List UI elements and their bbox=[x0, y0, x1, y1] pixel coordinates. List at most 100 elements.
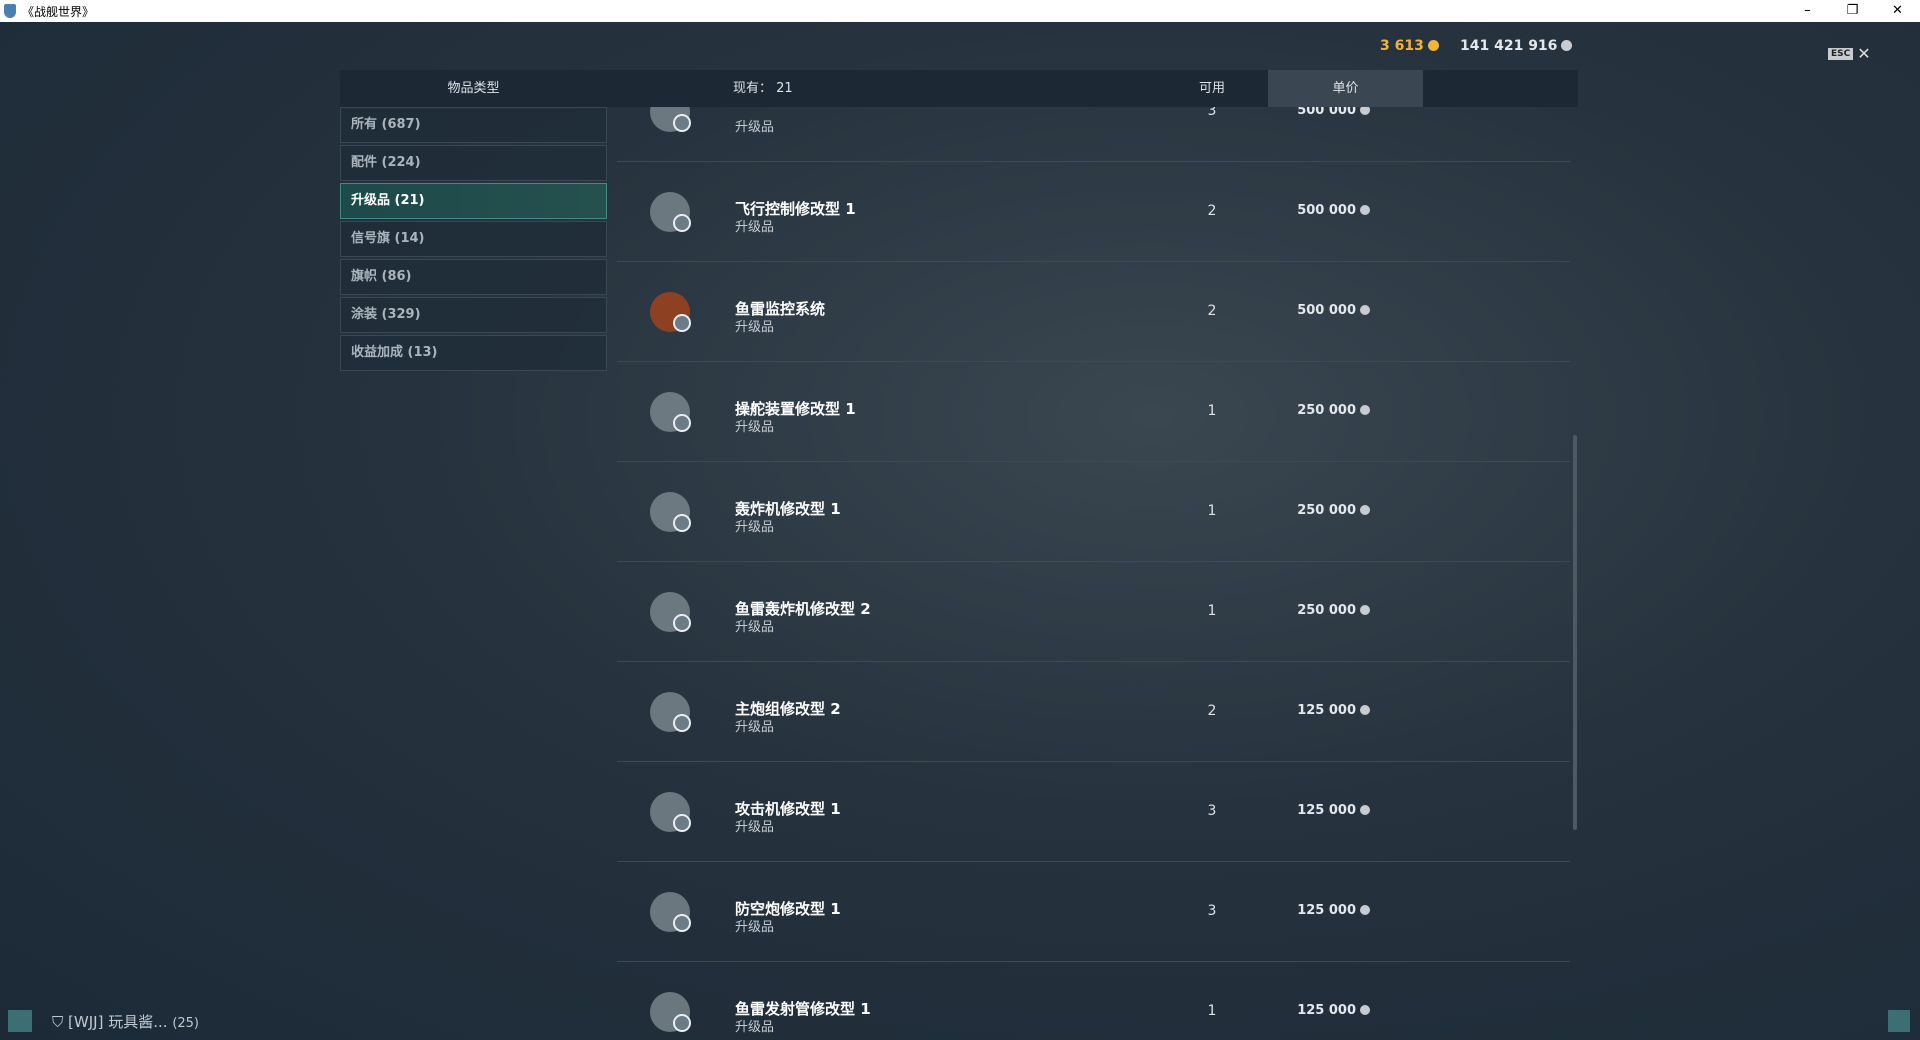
item-row[interactable]: 轰炸机修改型 1 升级品 1 250 000 bbox=[617, 462, 1570, 562]
item-name: 操舵装置修改型 1 bbox=[735, 400, 856, 418]
item-price: 250 000 bbox=[1297, 603, 1370, 618]
header-item-type: 物品类型 bbox=[447, 81, 500, 96]
attack-aircraft-icon bbox=[650, 792, 691, 832]
torpedo-bomber-plus-icon bbox=[650, 592, 691, 632]
clan-tag: [WJJ] bbox=[68, 1013, 104, 1031]
plane-refresh-icon bbox=[650, 192, 691, 232]
credits-amount: 141 421 916 bbox=[1460, 38, 1558, 54]
item-name: 主炮组修改型 2 bbox=[735, 700, 841, 718]
player-name: 玩具酱... bbox=[108, 1013, 168, 1031]
category-list: 所有 (687) 配件 (224) 升级品 (21) 信号旗 (14) 旗帜 (86) 涂… bbox=[340, 107, 607, 373]
item-row[interactable]: 鱼雷监控系统 升级品 2 500 000 bbox=[617, 262, 1570, 362]
warning-module-icon bbox=[650, 107, 691, 132]
item-price: 125 000 bbox=[1297, 803, 1370, 818]
category-item[interactable]: 所有 (687) bbox=[340, 107, 607, 143]
price-value: 125 000 bbox=[1297, 903, 1356, 918]
item-name: 防空炮修改型 1 bbox=[735, 900, 841, 918]
radar-icon bbox=[650, 292, 691, 332]
torpedo-tubes-icon bbox=[650, 992, 691, 1032]
item-type: 升级品 bbox=[735, 720, 775, 735]
item-type: 升级品 bbox=[735, 1020, 775, 1035]
price-value: 125 000 bbox=[1297, 703, 1356, 718]
item-type: 升级品 bbox=[735, 120, 775, 135]
price-value: 250 000 bbox=[1297, 503, 1356, 518]
item-price: 125 000 bbox=[1297, 703, 1370, 718]
price-value: 125 000 bbox=[1297, 1003, 1356, 1018]
header-price[interactable]: 单价 bbox=[1268, 70, 1423, 107]
item-count: 3 bbox=[1207, 107, 1217, 119]
item-count: 3 bbox=[1207, 803, 1217, 819]
gold-icon bbox=[1427, 40, 1439, 51]
item-row[interactable]: 飞行控制修改型 1 升级品 2 500 000 bbox=[617, 162, 1570, 262]
window-title: 《战舰世界》 bbox=[22, 4, 95, 19]
header-available[interactable]: 可用 bbox=[1198, 81, 1225, 96]
minimize-button[interactable]: – bbox=[1804, 3, 1811, 18]
item-type: 升级品 bbox=[735, 920, 775, 935]
item-price: 500 000 bbox=[1297, 203, 1370, 218]
close-icon: ✕ bbox=[1857, 44, 1871, 63]
esc-key-label: ESC bbox=[1828, 47, 1854, 60]
item-row[interactable]: 鱼雷发射管修改型 1 升级品 1 125 000 bbox=[617, 962, 1570, 1040]
item-type: 升级品 bbox=[735, 320, 775, 335]
rudder-icon bbox=[650, 392, 691, 432]
credits-icon bbox=[1360, 107, 1370, 115]
item-row[interactable]: 攻击机修改型 1 升级品 3 125 000 bbox=[617, 762, 1570, 862]
item-row[interactable]: 操舵装置修改型 1 升级品 1 250 000 bbox=[617, 362, 1570, 462]
credits-balance: 141 421 916 bbox=[1460, 38, 1573, 54]
item-name: 鱼雷发射管修改型 1 bbox=[735, 1000, 871, 1018]
item-count: 3 bbox=[1207, 903, 1217, 919]
category-item[interactable]: 信号旗 (14) bbox=[340, 221, 607, 257]
item-name: 鱼雷轰炸机修改型 2 bbox=[735, 600, 871, 618]
item-type: 升级品 bbox=[735, 820, 775, 835]
gold-amount: 3 613 bbox=[1380, 38, 1424, 54]
price-value: 500 000 bbox=[1297, 303, 1356, 318]
app-icon bbox=[4, 4, 16, 18]
item-count: 1 bbox=[1207, 603, 1217, 619]
main-battery-icon bbox=[650, 692, 691, 732]
bomber-plus-icon bbox=[650, 492, 691, 532]
clan-info[interactable]: ⛉ [WJJ] 玩具酱... (25) bbox=[52, 1011, 199, 1032]
item-price: 500 000 bbox=[1297, 303, 1370, 318]
item-type: 升级品 bbox=[735, 620, 775, 635]
notification-bell-icon[interactable] bbox=[1888, 1010, 1910, 1032]
item-count: 2 bbox=[1207, 703, 1217, 719]
aa-gun-icon bbox=[650, 892, 691, 932]
item-row[interactable]: 升级品 3 500 000 bbox=[617, 107, 1570, 162]
credits-icon bbox=[1561, 40, 1573, 51]
item-name: 轰炸机修改型 1 bbox=[735, 500, 841, 518]
category-item[interactable]: 旗帜 (86) bbox=[340, 259, 607, 295]
item-count: 2 bbox=[1207, 203, 1217, 219]
credits-icon bbox=[1360, 205, 1370, 215]
item-row[interactable]: 主炮组修改型 2 升级品 2 125 000 bbox=[617, 662, 1570, 762]
price-value: 500 000 bbox=[1297, 107, 1356, 118]
item-name: 鱼雷监控系统 bbox=[735, 300, 826, 318]
price-value: 125 000 bbox=[1297, 803, 1356, 818]
header-owned[interactable]: 现有： 21 bbox=[733, 81, 793, 96]
item-count: 1 bbox=[1207, 1003, 1217, 1019]
member-count: (25) bbox=[172, 1016, 199, 1031]
item-price: 125 000 bbox=[1297, 903, 1370, 918]
item-row[interactable]: 鱼雷轰炸机修改型 2 升级品 1 250 000 bbox=[617, 562, 1570, 662]
credits-icon bbox=[1360, 905, 1370, 915]
esc-close-button[interactable]: ESC ✕ bbox=[1828, 44, 1871, 63]
item-price: 250 000 bbox=[1297, 403, 1370, 418]
credits-icon bbox=[1360, 805, 1370, 815]
item-price: 500 000 bbox=[1297, 107, 1370, 118]
credits-icon bbox=[1360, 705, 1370, 715]
item-row[interactable]: 防空炮修改型 1 升级品 3 125 000 bbox=[617, 862, 1570, 962]
credits-icon bbox=[1360, 405, 1370, 415]
scrollbar[interactable] bbox=[1573, 435, 1577, 830]
credits-icon bbox=[1360, 605, 1370, 615]
category-item[interactable]: 配件 (224) bbox=[340, 145, 607, 181]
restore-button[interactable]: ❐ bbox=[1846, 3, 1859, 18]
category-item[interactable]: 升级品 (21) bbox=[340, 183, 607, 219]
item-count: 1 bbox=[1207, 503, 1217, 519]
chat-button[interactable] bbox=[8, 1010, 32, 1032]
price-value: 250 000 bbox=[1297, 603, 1356, 618]
item-count: 2 bbox=[1207, 303, 1217, 319]
category-item[interactable]: 收益加成 (13) bbox=[340, 335, 607, 371]
gold-balance: 3 613 bbox=[1380, 38, 1439, 54]
close-button[interactable]: ✕ bbox=[1892, 3, 1903, 18]
item-name: 飞行控制修改型 1 bbox=[735, 200, 856, 218]
category-item[interactable]: 涂装 (329) bbox=[340, 297, 607, 333]
